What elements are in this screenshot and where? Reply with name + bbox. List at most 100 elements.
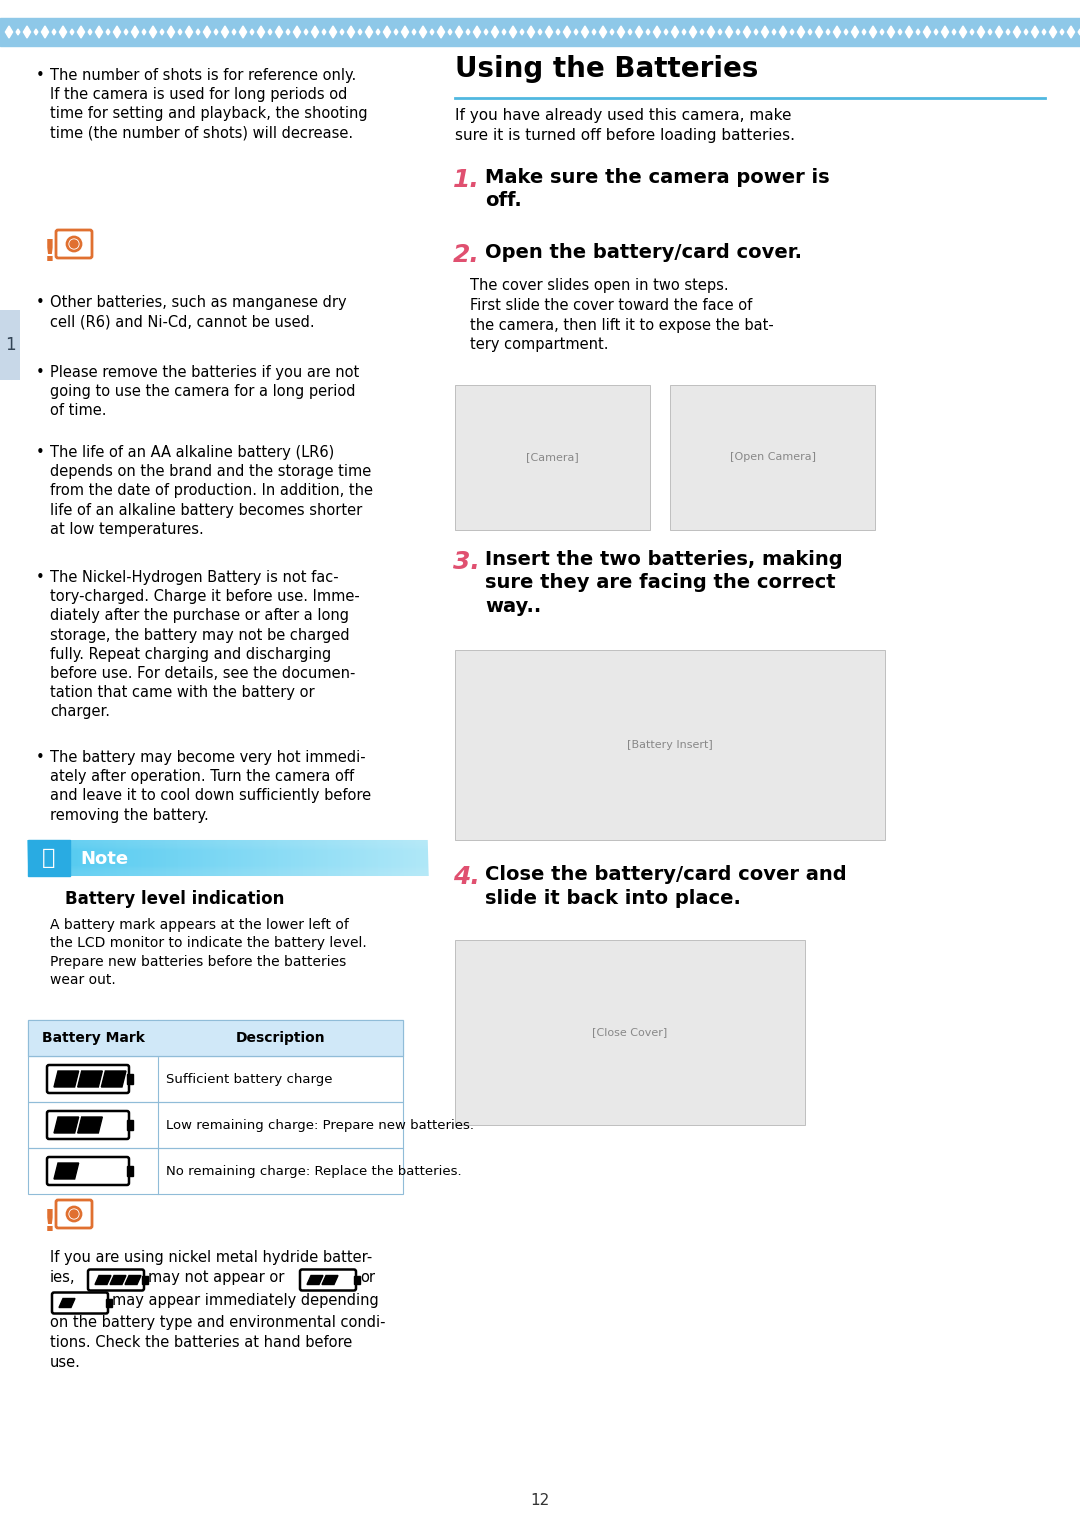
Text: The Nickel-Hydrogen Battery is not fac-
tory-charged. Charge it before use. Imme: The Nickel-Hydrogen Battery is not fac- …: [50, 570, 360, 720]
Polygon shape: [899, 29, 902, 35]
Polygon shape: [808, 29, 812, 35]
Polygon shape: [653, 26, 661, 38]
Polygon shape: [160, 29, 164, 35]
FancyBboxPatch shape: [87, 1270, 144, 1291]
Polygon shape: [970, 29, 974, 35]
FancyBboxPatch shape: [0, 310, 21, 380]
Polygon shape: [106, 29, 110, 35]
Polygon shape: [365, 26, 373, 38]
Bar: [354, 1276, 360, 1284]
Polygon shape: [124, 29, 127, 35]
Text: Battery level indication: Battery level indication: [65, 889, 284, 908]
Polygon shape: [959, 26, 967, 38]
Polygon shape: [851, 26, 859, 38]
Polygon shape: [102, 1071, 126, 1086]
Polygon shape: [221, 26, 229, 38]
Polygon shape: [491, 26, 499, 38]
Polygon shape: [125, 1276, 141, 1285]
Text: Open the battery/card cover.: Open the battery/card cover.: [485, 243, 802, 261]
Polygon shape: [780, 26, 786, 38]
Polygon shape: [78, 1071, 103, 1086]
Text: No remaining charge: Replace the batteries.: No remaining charge: Replace the batteri…: [166, 1164, 461, 1178]
Bar: [455, 940, 805, 1125]
FancyBboxPatch shape: [300, 1270, 356, 1291]
Polygon shape: [59, 26, 67, 38]
Bar: [28, 1021, 403, 1056]
Text: Note: Note: [80, 850, 129, 868]
Polygon shape: [89, 29, 92, 35]
Polygon shape: [167, 26, 175, 38]
Polygon shape: [1007, 29, 1010, 35]
Polygon shape: [629, 29, 632, 35]
Polygon shape: [484, 29, 488, 35]
Polygon shape: [1013, 26, 1021, 38]
Bar: [127, 1166, 133, 1177]
Bar: [28, 1021, 403, 1056]
Polygon shape: [869, 26, 877, 38]
Polygon shape: [754, 29, 758, 35]
Polygon shape: [1024, 29, 1028, 35]
Polygon shape: [996, 26, 1002, 38]
Text: tions. Check the batteries at hand before: tions. Check the batteries at hand befor…: [50, 1335, 352, 1351]
Polygon shape: [54, 1117, 79, 1132]
Polygon shape: [329, 26, 337, 38]
Polygon shape: [413, 29, 416, 35]
Circle shape: [70, 1210, 78, 1218]
Polygon shape: [942, 26, 948, 38]
Text: •: •: [36, 750, 44, 766]
Polygon shape: [197, 29, 200, 35]
Polygon shape: [268, 29, 272, 35]
Polygon shape: [59, 1299, 75, 1308]
Polygon shape: [251, 29, 254, 35]
FancyBboxPatch shape: [48, 1111, 129, 1138]
Polygon shape: [791, 29, 794, 35]
Text: Please remove the batteries if you are not
going to use the camera for a long pe: Please remove the batteries if you are n…: [50, 365, 360, 419]
Polygon shape: [307, 1276, 323, 1285]
Polygon shape: [538, 29, 542, 35]
Text: Make sure the camera power is
off.: Make sure the camera power is off.: [485, 168, 829, 211]
Polygon shape: [95, 1276, 111, 1285]
Polygon shape: [448, 29, 451, 35]
Polygon shape: [467, 29, 470, 35]
Polygon shape: [5, 26, 13, 38]
Text: •: •: [36, 445, 44, 460]
Polygon shape: [1061, 29, 1064, 35]
Polygon shape: [214, 29, 218, 35]
Text: 4.: 4.: [453, 865, 480, 889]
Bar: [28, 1102, 403, 1148]
Polygon shape: [545, 26, 553, 38]
Polygon shape: [143, 29, 146, 35]
Bar: [670, 385, 875, 530]
Text: A battery mark appears at the lower left of
the LCD monitor to indicate the batt: A battery mark appears at the lower left…: [50, 918, 367, 987]
Polygon shape: [232, 29, 235, 35]
Polygon shape: [905, 26, 913, 38]
Text: •: •: [36, 69, 44, 83]
Polygon shape: [275, 26, 283, 38]
Polygon shape: [977, 26, 985, 38]
Bar: [28, 840, 70, 876]
Polygon shape: [1067, 26, 1075, 38]
Polygon shape: [610, 29, 613, 35]
Polygon shape: [564, 26, 570, 38]
Bar: [455, 385, 650, 530]
Polygon shape: [834, 26, 840, 38]
Polygon shape: [743, 26, 751, 38]
Text: 1: 1: [4, 336, 15, 354]
FancyBboxPatch shape: [56, 1199, 92, 1229]
Circle shape: [67, 237, 81, 251]
Text: 📋: 📋: [42, 848, 56, 868]
Polygon shape: [340, 29, 343, 35]
Polygon shape: [54, 1163, 79, 1180]
Text: !: !: [43, 238, 57, 267]
Text: If you have already used this camera, make
sure it is turned off before loading : If you have already used this camera, ma…: [455, 108, 795, 142]
Text: [Close Cover]: [Close Cover]: [592, 1027, 667, 1038]
Polygon shape: [880, 29, 883, 35]
Text: If you are using nickel metal hydride batter-: If you are using nickel metal hydride ba…: [50, 1250, 373, 1265]
Polygon shape: [376, 29, 380, 35]
Bar: [28, 1056, 403, 1102]
Polygon shape: [521, 29, 524, 35]
Polygon shape: [149, 26, 157, 38]
Polygon shape: [510, 26, 516, 38]
Polygon shape: [592, 29, 596, 35]
Polygon shape: [527, 26, 535, 38]
